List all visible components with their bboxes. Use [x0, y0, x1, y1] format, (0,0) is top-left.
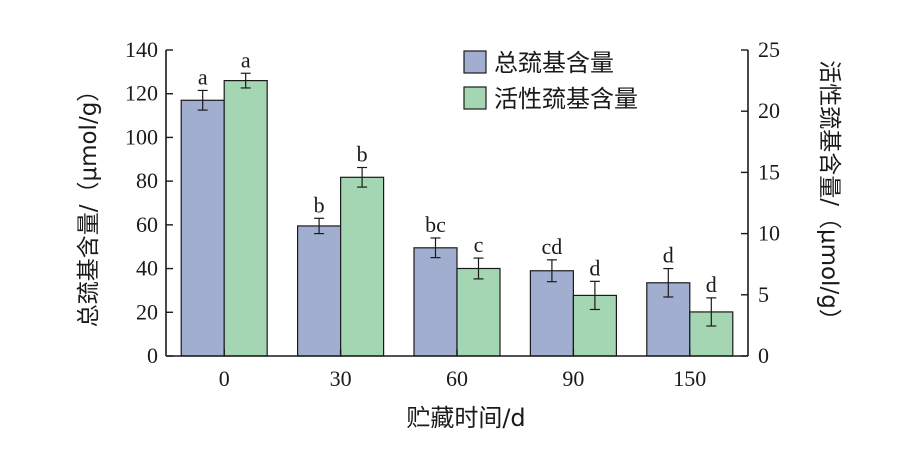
legend-swatch: [463, 86, 487, 110]
x-tick-label: 60: [446, 366, 468, 391]
significance-letter: cd: [542, 234, 563, 259]
legend-swatch: [463, 50, 487, 74]
right-y-tick-label: 15: [758, 159, 780, 184]
significance-letter: c: [474, 232, 484, 257]
x-tick-label: 90: [562, 366, 584, 391]
right-y-tick-label: 20: [758, 98, 780, 123]
left-y-ticks: 0 20 40 60 80 100 120 140: [125, 37, 173, 368]
x-tick-label: 30: [330, 366, 352, 391]
right-y-tick-label: 25: [758, 37, 780, 62]
bar-total-sulfhydryl: [180, 99, 225, 357]
bar-total-sulfhydryl: [529, 270, 575, 357]
bar-active-sulfhydryl: [223, 79, 268, 357]
left-y-tick-label: 0: [147, 343, 158, 368]
x-tick-label: 0: [219, 366, 230, 391]
legend-label: 总巯基含量: [494, 49, 614, 77]
significance-letter: b: [357, 142, 368, 167]
left-y-tick-label: 140: [125, 37, 158, 62]
x-tick-label: 150: [673, 366, 706, 391]
bar-active-sulfhydryl: [456, 267, 501, 357]
significance-letter: bc: [425, 212, 446, 237]
right-y-axis-label: 活性巯基含量/（μmol/g）: [816, 60, 842, 332]
bar-active-sulfhydryl: [340, 176, 385, 357]
significance-letter: d: [706, 272, 717, 297]
x-ticks: 0 30 60 90 150: [219, 349, 706, 391]
left-y-tick-label: 80: [136, 168, 158, 193]
significance-letter: d: [589, 255, 600, 280]
right-y-tick-label: 5: [758, 282, 769, 307]
plot-area: a a b b bc c cd d d d: [180, 47, 734, 357]
left-y-tick-label: 20: [136, 299, 158, 324]
right-y-tick-label: 10: [758, 221, 780, 246]
significance-letter: a: [198, 64, 208, 89]
legend-label: 活性巯基含量: [494, 85, 638, 113]
bar-total-sulfhydryl: [297, 225, 342, 357]
x-axis-label: 贮藏时间/d: [406, 404, 525, 432]
significance-letter: b: [314, 192, 325, 217]
left-y-axis-label: 总巯基含量/（μmol/g）: [76, 79, 102, 328]
right-y-ticks: 0 5 10 15 20 25: [741, 37, 780, 368]
significance-letter: d: [663, 243, 674, 268]
left-y-tick-label: 60: [136, 212, 158, 237]
left-y-tick-label: 40: [136, 256, 158, 281]
significance-letter: a: [241, 47, 251, 72]
bar-total-sulfhydryl: [413, 247, 458, 357]
left-y-tick-label: 100: [125, 124, 158, 149]
right-y-tick-label: 0: [758, 343, 769, 368]
left-y-tick-label: 120: [125, 81, 158, 106]
